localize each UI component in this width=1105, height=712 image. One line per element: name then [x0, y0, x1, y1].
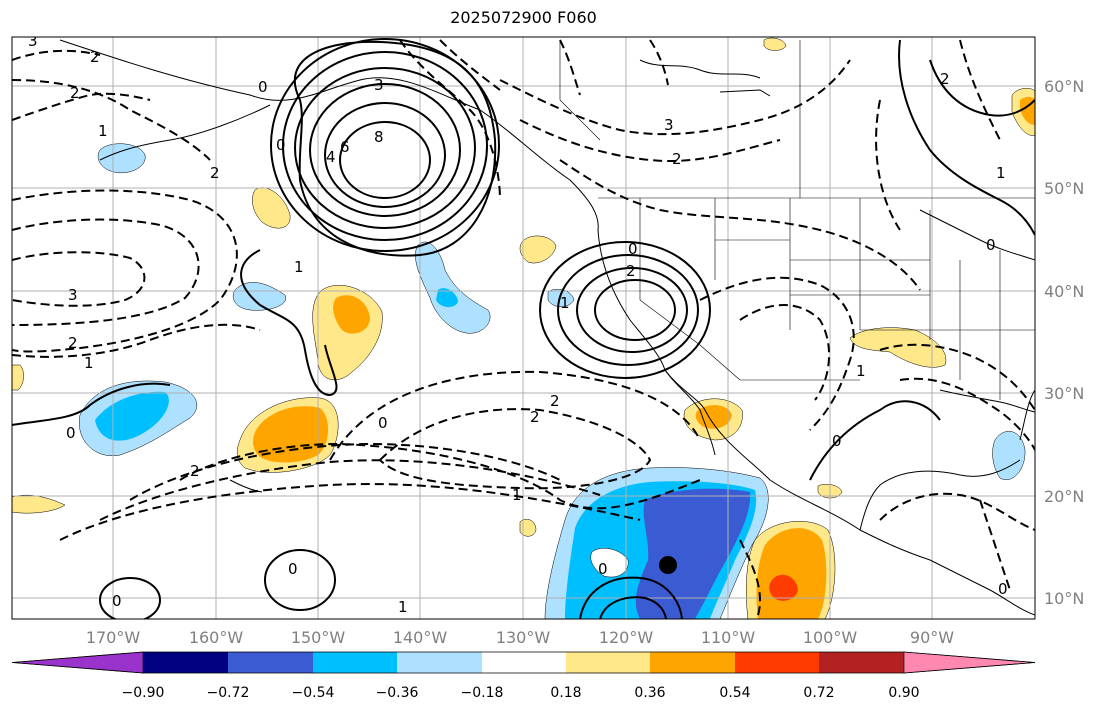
colorbar-outline	[11, 651, 1036, 674]
colorbar-segment	[313, 652, 397, 673]
colorbar-segment	[566, 652, 650, 673]
contour-label: 3	[28, 32, 38, 50]
contour-labels: 3 2 2 1 2 3 2 1 0 1 0 3 8 6 4 0 1 0 2 0 …	[28, 32, 1008, 616]
colorbar-tick: −0.54	[292, 685, 335, 701]
lon-label-110w: 110°W	[701, 628, 756, 647]
colorbar-segment	[397, 652, 482, 673]
latitude-labels: 60°N 50°N 40°N 30°N 20°N 10°N	[1044, 77, 1084, 608]
lat-label-10n: 10°N	[1044, 589, 1084, 608]
colorbar-segment	[143, 652, 228, 673]
colorbar-tick: −0.36	[376, 685, 419, 701]
gridlines	[12, 37, 1035, 619]
storm-center-marker	[659, 556, 677, 574]
colorbar-segment	[650, 652, 735, 673]
contour-label: 0	[112, 592, 122, 610]
contour-label: 0	[628, 240, 638, 258]
colorbar-segment	[482, 652, 566, 673]
contour-label: 0	[378, 414, 388, 432]
map-frame	[11, 36, 1036, 620]
contour-label: 0	[598, 560, 608, 578]
colorbar-segment	[819, 652, 904, 673]
colorbar-tick: 0.18	[550, 685, 581, 701]
colorbar-segment	[735, 652, 819, 673]
contour-label: 0	[986, 236, 996, 254]
colorbar-min-extend	[11, 651, 144, 674]
lon-label-170w: 170°W	[86, 628, 141, 647]
lon-label-130w: 130°W	[496, 628, 551, 647]
shaded-anomalies	[12, 37, 1035, 619]
contour-label: 3	[664, 116, 674, 134]
colorbar-max-extend	[903, 651, 1036, 674]
contour-label: 4	[326, 148, 336, 166]
colorbar-tick: 0.54	[719, 685, 750, 701]
contour-label: 2	[530, 408, 540, 426]
contour-label: 0	[998, 580, 1008, 598]
solid-contours	[12, 38, 1035, 619]
contour-label: 1	[294, 258, 304, 276]
colorbar-tick: 0.72	[803, 685, 834, 701]
lat-label-60n: 60°N	[1044, 77, 1084, 96]
contour-label: 2	[210, 164, 220, 182]
lat-label-30n: 30°N	[1044, 384, 1084, 403]
dashed-contours	[12, 39, 1035, 619]
lon-label-150w: 150°W	[291, 628, 346, 647]
contour-label: 0	[66, 424, 76, 442]
colorbar-tick: 0.90	[888, 685, 919, 701]
lon-label-100w: 100°W	[803, 628, 858, 647]
contour-label: 1	[84, 354, 94, 372]
contour-label: 2	[68, 334, 78, 352]
lon-label-120w: 120°W	[599, 628, 654, 647]
contour-label: 8	[374, 128, 384, 146]
political-borders	[559, 40, 1035, 400]
contour-label: 0	[288, 560, 298, 578]
contour-label: 3	[68, 286, 78, 304]
contour-label: 2	[90, 48, 100, 66]
contour-label: 2	[190, 462, 200, 480]
contour-label: 1	[856, 362, 866, 380]
contour-label: 6	[340, 138, 350, 156]
contour-label: 1	[996, 164, 1006, 182]
colorbar-tick: 0.36	[634, 685, 665, 701]
colorbar-segment	[228, 652, 313, 673]
contour-label: 2	[70, 84, 80, 102]
contour-label: 2	[672, 150, 682, 168]
lat-label-50n: 50°N	[1044, 179, 1084, 198]
lon-label-140w: 140°W	[393, 628, 448, 647]
colorbar-tick-labels: −0.90 −0.72 −0.54 −0.36 −0.18 0.18 0.36 …	[122, 685, 920, 701]
longitude-labels: 170°W 160°W 150°W 140°W 130°W 120°W 110°…	[86, 628, 954, 647]
lon-label-160w: 160°W	[189, 628, 244, 647]
contour-label: 1	[398, 598, 408, 616]
colorbar: −0.90 −0.72 −0.54 −0.36 −0.18 0.18 0.36 …	[11, 651, 1036, 701]
contour-label: 0	[832, 432, 842, 450]
colorbar-tick: −0.18	[461, 685, 504, 701]
contour-label: 2	[940, 70, 950, 88]
lon-label-90w: 90°W	[910, 628, 954, 647]
contour-label: 3	[374, 76, 384, 94]
contour-label: 1	[560, 294, 570, 312]
contour-label: 1	[512, 486, 522, 504]
colorbar-tick: −0.72	[207, 685, 250, 701]
contour-label: 2	[550, 392, 560, 410]
colorbar-tick: −0.90	[122, 685, 165, 701]
contour-label: 1	[98, 122, 108, 140]
contour-label: 0	[276, 136, 286, 154]
lat-label-20n: 20°N	[1044, 487, 1084, 506]
contour-label: 2	[626, 262, 636, 280]
lat-label-40n: 40°N	[1044, 282, 1084, 301]
coastlines	[59, 39, 1035, 616]
contour-label: 0	[258, 78, 268, 96]
map-title: 2025072900 F060	[450, 8, 597, 27]
